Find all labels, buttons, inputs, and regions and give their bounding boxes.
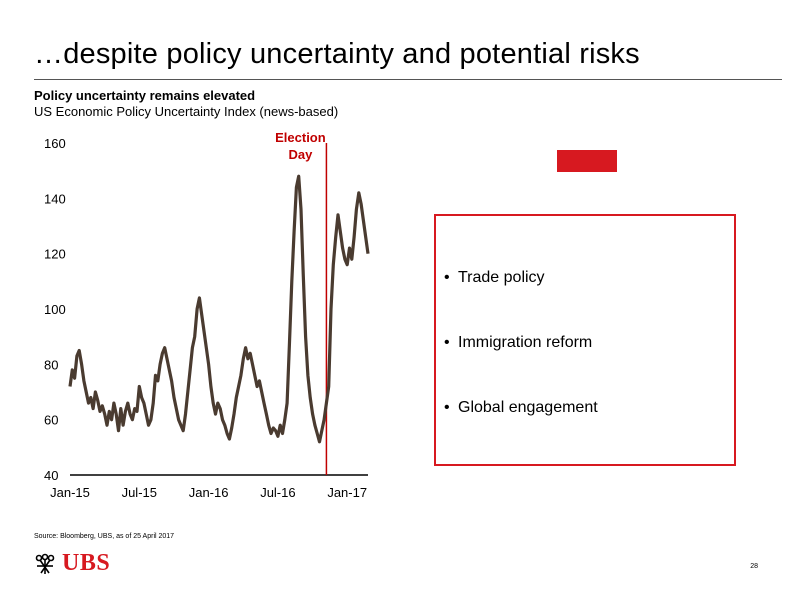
election-day-label-line1: Election bbox=[275, 130, 326, 145]
bullet-icon: • bbox=[444, 399, 450, 416]
x-tick-label: Jan-15 bbox=[50, 485, 90, 500]
slide-title: …despite policy uncertainty and potentia… bbox=[34, 38, 640, 70]
x-tick-label: Jul-15 bbox=[122, 485, 157, 500]
y-axis-tick-labels: 160 140 120 100 80 60 40 bbox=[44, 136, 66, 483]
y-tick-label: 100 bbox=[44, 302, 66, 317]
risk-item-label: Trade policy bbox=[458, 269, 545, 286]
keys-logo-icon bbox=[35, 553, 55, 574]
risk-item: • Global engagement bbox=[444, 399, 598, 417]
x-tick-label: Jan-16 bbox=[189, 485, 229, 500]
red-marker-block bbox=[557, 150, 617, 172]
chart-subtitle: US Economic Policy Uncertainty Index (ne… bbox=[34, 104, 339, 119]
bullet-icon: • bbox=[444, 269, 450, 286]
x-axis-tick-labels: Jan-15 Jul-15 Jan-16 Jul-16 Jan-17 bbox=[50, 485, 367, 500]
policy-risks-box: • Trade policy • Immigration reform • Globa… bbox=[434, 214, 736, 466]
ubs-wordmark: UBS bbox=[62, 550, 111, 576]
risk-item: • Immigration reform bbox=[444, 334, 592, 352]
chart-title: Policy uncertainty remains elevated bbox=[34, 88, 256, 103]
risk-item-label: Immigration reform bbox=[458, 334, 593, 351]
x-tick-label: Jul-16 bbox=[260, 485, 295, 500]
page-number: 28 bbox=[750, 563, 758, 570]
y-tick-label: 160 bbox=[44, 136, 66, 151]
election-day-label-line2: Day bbox=[288, 147, 313, 162]
ubs-logo: UBS bbox=[34, 550, 110, 577]
epu-index-line bbox=[68, 174, 370, 444]
y-tick-label: 120 bbox=[44, 247, 66, 262]
y-tick-label: 140 bbox=[44, 191, 66, 206]
risk-item-label: Global engagement bbox=[458, 399, 598, 416]
x-tick-label: Jan-17 bbox=[327, 485, 367, 500]
election-day-annotation: Election Day bbox=[275, 130, 328, 475]
source-note: Source: Bloomberg, UBS, as of 25 April 2… bbox=[34, 533, 175, 540]
risk-item: • Trade policy bbox=[444, 269, 545, 287]
title-divider bbox=[34, 79, 782, 80]
y-tick-label: 40 bbox=[44, 468, 58, 483]
bullet-icon: • bbox=[444, 334, 450, 351]
y-tick-label: 60 bbox=[44, 413, 58, 428]
y-tick-label: 80 bbox=[44, 357, 58, 372]
